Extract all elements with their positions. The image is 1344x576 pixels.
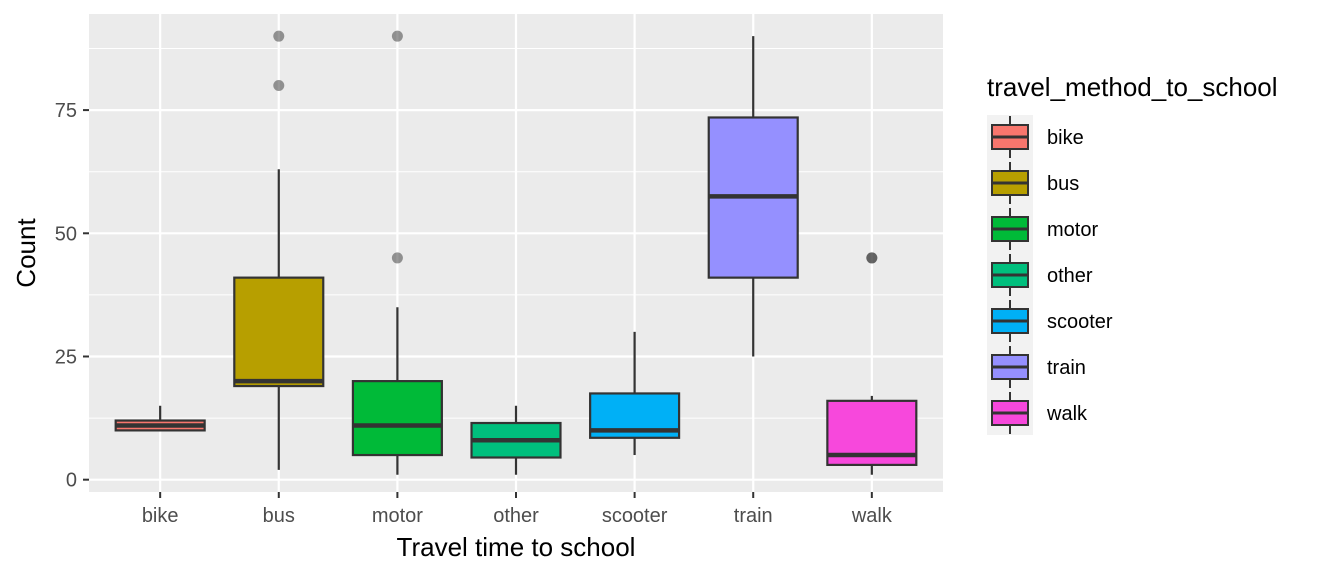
legend-label: bike bbox=[1047, 127, 1084, 149]
x-tick-label-train: train bbox=[734, 505, 773, 527]
outlier-point bbox=[866, 252, 878, 264]
x-tick-label-other: other bbox=[493, 505, 539, 527]
legend-label: walk bbox=[1046, 403, 1088, 425]
box-train bbox=[707, 36, 799, 357]
x-tick-label-scooter: scooter bbox=[602, 505, 668, 527]
legend-item-walk: walk bbox=[991, 392, 1088, 434]
y-tick-label: 75 bbox=[55, 100, 77, 122]
box-scooter bbox=[589, 331, 681, 456]
y-tick-label: 25 bbox=[55, 346, 77, 368]
outlier-point bbox=[273, 79, 285, 91]
legend-label: train bbox=[1047, 357, 1086, 379]
outlier-point bbox=[391, 252, 403, 264]
legend-label: other bbox=[1047, 265, 1093, 287]
box-iqr bbox=[233, 276, 325, 388]
legend-item-train: train bbox=[991, 346, 1086, 388]
legend-label: bus bbox=[1047, 173, 1079, 195]
y-axis-title: Count bbox=[11, 218, 41, 288]
legend: travel_method_to_school bike bus motor othe… bbox=[987, 72, 1278, 435]
outlier-point bbox=[273, 30, 285, 42]
x-axis: bike bus motor other scooter train walk bbox=[142, 492, 893, 527]
box-layer bbox=[114, 30, 918, 475]
box-motor bbox=[351, 30, 443, 475]
legend-item-bus: bus bbox=[991, 162, 1079, 204]
y-axis: 0 25 50 75 bbox=[55, 100, 89, 492]
outlier-point bbox=[391, 30, 403, 42]
legend-label: motor bbox=[1047, 219, 1098, 241]
y-tick-label: 0 bbox=[66, 470, 77, 492]
box-bike bbox=[114, 405, 206, 432]
x-tick-label-bike: bike bbox=[142, 505, 179, 527]
legend-item-scooter: scooter bbox=[991, 300, 1113, 342]
x-tick-label-motor: motor bbox=[372, 505, 423, 527]
legend-title: travel_method_to_school bbox=[987, 72, 1278, 102]
x-tick-label-walk: walk bbox=[851, 505, 893, 527]
legend-item-bike: bike bbox=[991, 116, 1084, 158]
box-other bbox=[470, 405, 562, 475]
box-walk bbox=[826, 252, 918, 475]
legend-label: scooter bbox=[1047, 311, 1113, 333]
y-tick-label: 50 bbox=[55, 223, 77, 245]
x-axis-title: Travel time to school bbox=[397, 532, 636, 562]
box-bus bbox=[233, 30, 325, 470]
legend-item-other: other bbox=[991, 254, 1093, 296]
x-tick-label-bus: bus bbox=[263, 505, 295, 527]
box-iqr bbox=[351, 380, 443, 457]
legend-item-motor: motor bbox=[991, 208, 1098, 250]
